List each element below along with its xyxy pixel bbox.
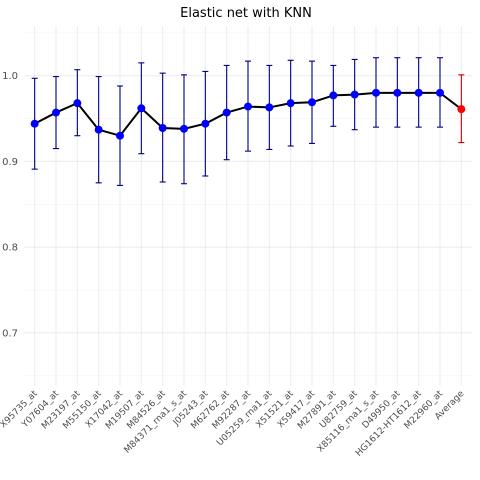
- data-point: [372, 88, 380, 97]
- data-point: [222, 108, 231, 117]
- data-point: [436, 88, 444, 97]
- y-axis-ticks: 0.7 0.8 0.9 1.0: [2, 71, 18, 339]
- data-point: [30, 119, 39, 128]
- chart-title: Elastic net with KNN: [180, 6, 312, 21]
- data-point: [137, 104, 146, 113]
- y-tick-label: 0.9: [2, 157, 18, 168]
- data-point: [158, 124, 167, 132]
- average-point: [457, 105, 466, 114]
- data-point: [201, 119, 210, 128]
- data-point: [414, 88, 423, 97]
- data-point: [286, 99, 295, 108]
- y-tick-label: 0.7: [2, 328, 18, 339]
- data-point: [52, 108, 60, 117]
- data-point: [265, 103, 274, 112]
- data-point: [244, 102, 252, 111]
- y-tick-label: 1.0: [2, 71, 18, 82]
- data-point: [180, 124, 188, 133]
- data-point: [308, 98, 316, 107]
- data-point: [393, 88, 402, 97]
- x-axis-ticks: X95735_atY07604_atM23197_atM55150_atX170…: [0, 389, 467, 459]
- data-points: [30, 88, 466, 140]
- data-point: [350, 90, 359, 99]
- data-point: [73, 99, 82, 108]
- data-point: [94, 125, 103, 134]
- data-point: [329, 91, 338, 100]
- y-tick-label: 0.8: [2, 243, 18, 254]
- data-point: [116, 131, 124, 140]
